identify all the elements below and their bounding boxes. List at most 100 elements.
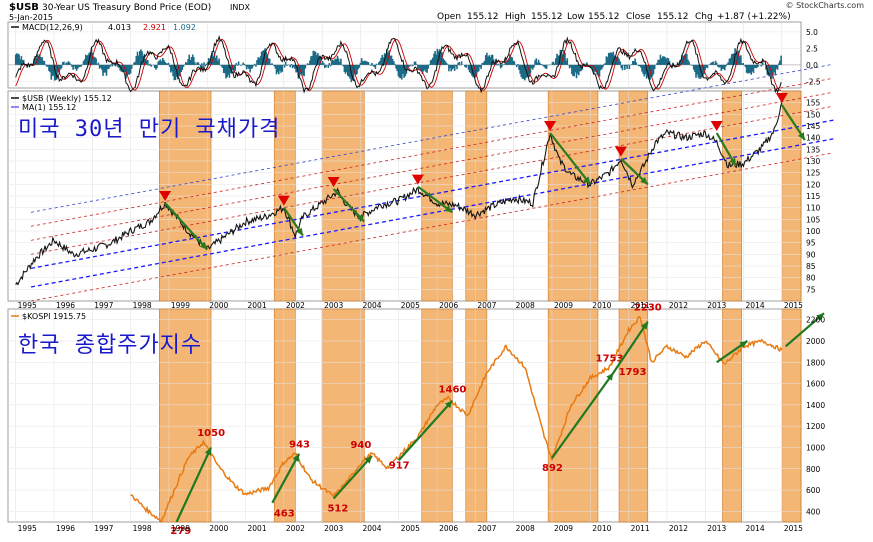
kospi-annotation-label: 892 <box>542 463 563 474</box>
trend-channel-line <box>30 138 834 288</box>
low-label: Low <box>567 12 585 22</box>
kospi-rise-arrow-head <box>606 372 614 381</box>
bond-legend-series: $USB (Weekly) 155.12 <box>22 94 112 103</box>
kospi-y-tick-label: 1800 <box>806 358 825 367</box>
close-value: 155.12 <box>657 12 689 22</box>
bond-decline-arrow-head <box>583 176 591 185</box>
bond-x-tick-label: 2001 <box>248 301 267 310</box>
symbol-description: 30-Year US Treasury Bond Price (EOD) <box>42 3 211 13</box>
kospi-rise-arrow-head <box>739 340 748 348</box>
bond-x-tick-label: 2005 <box>401 301 420 310</box>
trend-channel-line <box>30 63 834 213</box>
trend-channel-line <box>30 91 834 241</box>
peak-marker <box>277 195 290 206</box>
grid-lines <box>8 22 801 522</box>
kospi-x-tick-label: 2010 <box>592 524 611 533</box>
bond-x-tick-label: 2013 <box>707 301 726 310</box>
kospi-legend: $KOSPI 1915.75 <box>11 312 86 321</box>
kospi-rise-arrow-head <box>640 321 648 330</box>
kospi-rise-arrow <box>175 446 213 523</box>
kospi-x-tick-label: 2003 <box>324 524 343 533</box>
kospi-rise-arrow <box>397 399 454 461</box>
bond-decline-arrow-head <box>640 176 648 185</box>
bond-x-tick-label: 2002 <box>286 301 305 310</box>
kospi-annotation-label: 463 <box>274 509 295 520</box>
macd-hist-value: 1.092 <box>173 23 196 32</box>
kospi-x-tick-label: 2000 <box>209 524 228 533</box>
kospi-annotation-label: 1793 <box>619 367 647 378</box>
peak-marker <box>159 191 172 201</box>
bond-y-tick-label: 120 <box>806 180 821 189</box>
kospi-x-tick-label: 2008 <box>516 524 535 533</box>
trend-arrows <box>159 93 825 523</box>
kospi-x-tick-label: 2015 <box>784 524 803 533</box>
macd-histogram <box>14 48 782 83</box>
kospi-annotation-label: 1460 <box>439 384 467 395</box>
kospi-annotation-label: 512 <box>327 503 348 514</box>
trend-channel-line <box>30 105 834 255</box>
kospi-y-tick-label: 1200 <box>806 422 825 431</box>
bond-x-tick-label: 1998 <box>133 301 152 310</box>
kospi-x-tick-label: 2011 <box>631 524 650 533</box>
kospi-y-tick-label: 2200 <box>806 316 825 325</box>
kospi-y-tick-label: 600 <box>806 486 821 495</box>
bond-decline-arrow <box>332 188 366 223</box>
macd-line <box>15 34 782 94</box>
kospi-annotation-label: 917 <box>389 460 410 471</box>
peak-marker <box>544 121 557 131</box>
macd-y-tick-label: 2.5 <box>806 44 818 53</box>
peak-marker <box>411 174 424 185</box>
kospi-x-tick-label: 2004 <box>362 524 381 533</box>
bond-y-tick-label: 90 <box>806 250 816 259</box>
kospi-annotation-label: 1050 <box>197 428 225 439</box>
peak-marker <box>775 93 788 103</box>
bond-x-tick-label: 2008 <box>516 301 535 310</box>
bond-y-tick-label: 75 <box>806 285 816 294</box>
close-label: Close <box>626 12 651 22</box>
bond-y-tick-label: 80 <box>806 274 816 283</box>
kospi-annotation-label: 1753 <box>596 353 624 364</box>
macd-value: 4.013 <box>108 23 131 32</box>
bond-y-tick-label: 110 <box>806 204 821 213</box>
bond-x-tick-label: 2007 <box>477 301 496 310</box>
bond-y-tick-label: 105 <box>806 215 821 224</box>
kospi-y-tick-label: 400 <box>806 507 821 516</box>
bond-decline-arrow-head <box>444 205 453 213</box>
macd-legend: MACD(12,26,9) 4.013 2.921 1.092 <box>11 23 196 32</box>
bond-y-tick-label: 150 <box>806 110 821 119</box>
kospi-y-tick-label: 2000 <box>806 337 825 346</box>
bond-x-tick-label: 1995 <box>18 301 37 310</box>
kospi-x-tick-label: 2013 <box>707 524 726 533</box>
bond-x-tick-label: 2006 <box>439 301 458 310</box>
bond-x-tick-label: 2003 <box>324 301 343 310</box>
bond-x-tick-label: 1997 <box>94 301 113 310</box>
kospi-rise-arrow <box>332 455 373 500</box>
bond-title-kr: 미국 30년 만기 국채가격 <box>18 117 280 142</box>
kospi-annotation-label: 2230 <box>634 302 662 313</box>
bond-decline-arrow-head <box>356 214 365 222</box>
kospi-rise-arrow-head <box>204 447 212 456</box>
bond-y-tick-label: 100 <box>806 227 821 236</box>
kospi-x-tick-label: 1996 <box>56 524 75 533</box>
kospi-x-tick-label: 1995 <box>18 524 37 533</box>
chg-value: +1.87 (+1.22%) <box>717 12 791 22</box>
kospi-rise-arrow <box>551 372 615 459</box>
macd-signal-value: 2.921 <box>143 23 166 32</box>
kospi-title-kr: 한국 종합주가지수 <box>18 333 202 358</box>
macd-y-tick-label: 0.0 <box>806 61 818 70</box>
kospi-rise-arrow <box>612 321 649 374</box>
bond-y-tick-label: 95 <box>806 239 816 248</box>
bond-x-tick-label: 1996 <box>56 301 75 310</box>
bond-y-tick-label: 85 <box>806 262 816 271</box>
bond-y-tick-label: 155 <box>806 99 821 108</box>
macd-plot <box>8 34 801 94</box>
kospi-y-tick-label: 1600 <box>806 380 825 389</box>
highlight-band <box>159 308 212 523</box>
kospi-x-tick-label: 2012 <box>669 524 688 533</box>
bond-x-tick-label: 2010 <box>592 301 611 310</box>
axis-labels: 1995 1996 1997 1998 1999 2000 2001 2002 2003 2004… <box>18 28 826 533</box>
high-value: 155.12 <box>531 12 563 22</box>
open-label: Open <box>437 12 461 22</box>
kospi-rise-arrow-head <box>444 400 453 409</box>
